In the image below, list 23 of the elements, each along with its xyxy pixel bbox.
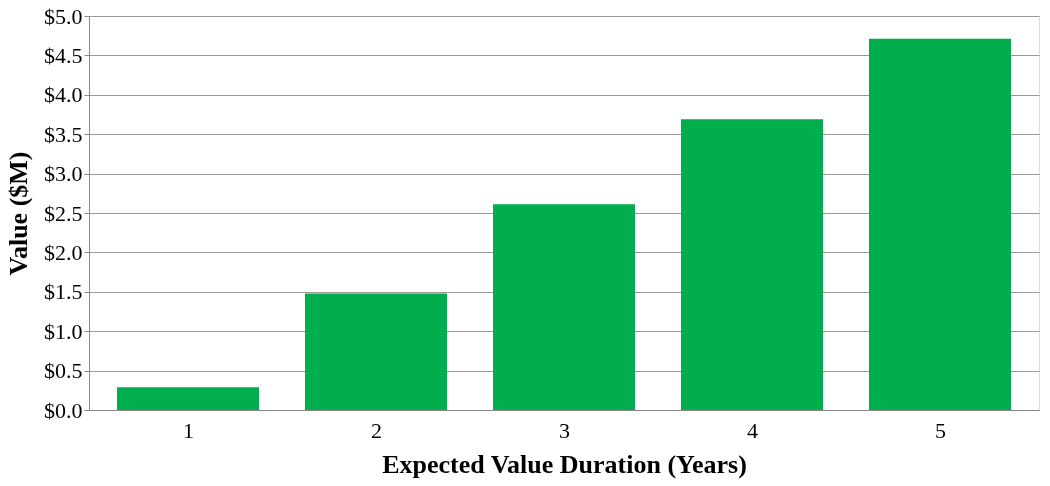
y-tick-label: $0.5 [44,358,83,384]
bar [681,119,823,410]
y-axis-title: Value ($M) [4,151,33,276]
x-tick-label: 2 [371,417,382,443]
x-axis-title: Expected Value Duration (Years) [382,449,747,479]
y-tick-label: $4.0 [44,82,83,108]
x-tick-label: 3 [559,417,570,443]
y-tick-label: $0.0 [44,397,83,423]
x-tick-label: 1 [183,417,194,443]
bar [869,38,1011,410]
y-tick-label: $1.0 [44,318,83,344]
bar [117,387,259,410]
y-tick-label: $5.0 [44,3,83,29]
y-tick-label: $2.0 [44,239,83,265]
x-tick-label: 5 [935,417,946,443]
bar [305,293,447,410]
y-tick-label: $1.5 [44,279,83,305]
x-tick-label: 4 [747,417,758,443]
y-tick-label: $4.5 [44,42,83,68]
y-tick-label: $3.5 [44,121,83,147]
y-tick-label: $3.0 [44,161,83,187]
y-tick-label: $2.5 [44,200,83,226]
bar [493,204,635,410]
